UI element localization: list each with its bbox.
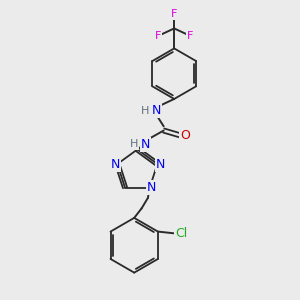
Text: H: H xyxy=(140,106,149,116)
Text: F: F xyxy=(155,31,162,41)
Text: O: O xyxy=(180,129,190,142)
Text: Cl: Cl xyxy=(176,227,188,240)
Text: N: N xyxy=(141,138,151,151)
Text: N: N xyxy=(152,104,161,117)
Text: N: N xyxy=(156,158,165,170)
Text: N: N xyxy=(111,158,120,170)
Text: H: H xyxy=(130,139,138,149)
Text: N: N xyxy=(147,181,157,194)
Text: F: F xyxy=(171,9,177,19)
Text: F: F xyxy=(187,31,193,41)
